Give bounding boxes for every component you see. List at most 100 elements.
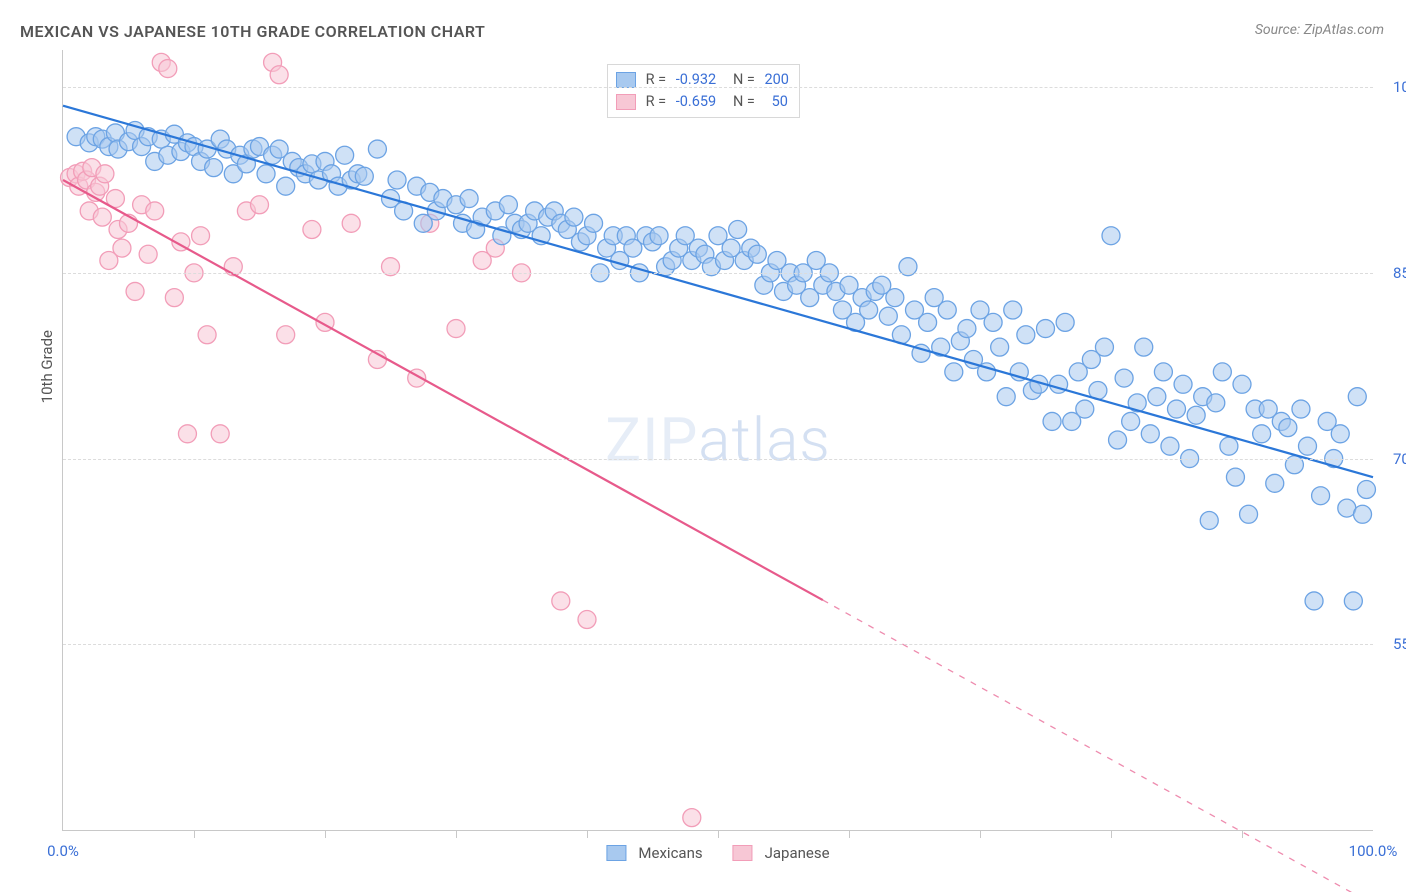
mexicans-point <box>1207 394 1225 412</box>
legend-swatch <box>606 845 626 861</box>
mexicans-point <box>748 245 766 263</box>
mexicans-point <box>1266 474 1284 492</box>
japanese-point <box>211 425 229 443</box>
mexicans-point <box>1357 481 1375 499</box>
mexicans-point <box>1253 425 1271 443</box>
mexicans-point <box>368 140 386 158</box>
mexicans-point <box>1279 419 1297 437</box>
legend-row-japanese: R = -0.659 N = 50 <box>616 91 789 113</box>
japanese-point <box>159 60 177 78</box>
japanese-point <box>126 282 144 300</box>
stats-legend: R = -0.932 N = 200R = -0.659 N = 50 <box>607 64 800 118</box>
x-tick <box>849 830 850 838</box>
r-value: -0.659 <box>676 91 716 113</box>
y-tick-label: 100.0% <box>1379 78 1406 96</box>
x-tick <box>718 830 719 838</box>
n-label: N = <box>722 91 758 113</box>
x-tick-label: 100.0% <box>1349 842 1398 860</box>
mexicans-point <box>565 208 583 226</box>
mexicans-point <box>1141 425 1159 443</box>
gridline <box>63 87 1373 88</box>
bottom-legend-item-japanese: Japanese <box>733 844 830 862</box>
japanese-point <box>165 289 183 307</box>
japanese-trendline <box>63 180 823 600</box>
japanese-point <box>146 202 164 220</box>
mexicans-point <box>1312 487 1330 505</box>
mexicans-point <box>1102 227 1120 245</box>
mexicans-point <box>879 307 897 325</box>
legend-swatch <box>733 845 753 861</box>
mexicans-point <box>938 301 956 319</box>
x-tick <box>1242 830 1243 838</box>
mexicans-point <box>650 227 668 245</box>
x-tick <box>325 830 326 838</box>
japanese-point <box>192 227 210 245</box>
japanese-point <box>683 809 701 827</box>
japanese-point <box>93 208 111 226</box>
mexicans-point <box>945 363 963 381</box>
japanese-point <box>447 320 465 338</box>
mexicans-point <box>1213 363 1231 381</box>
chart-svg <box>63 50 1373 830</box>
mexicans-point <box>460 190 478 208</box>
mexicans-point <box>1122 412 1140 430</box>
mexicans-point <box>1056 313 1074 331</box>
mexicans-point <box>1095 338 1113 356</box>
chart-container: MEXICAN VS JAPANESE 10TH GRADE CORRELATI… <box>0 0 1406 892</box>
mexicans-point <box>1331 425 1349 443</box>
mexicans-point <box>1109 431 1127 449</box>
mexicans-point <box>1344 592 1362 610</box>
mexicans-point <box>1168 400 1186 418</box>
mexicans-point <box>1200 511 1218 529</box>
mexicans-point <box>1043 412 1061 430</box>
y-tick-label: 85.0% <box>1379 264 1406 282</box>
gridline <box>63 273 1373 274</box>
mexicans-point <box>729 221 747 239</box>
japanese-point <box>578 611 596 629</box>
mexicans-point <box>1240 505 1258 523</box>
plot-area: ZIPatlas R = -0.932 N = 200R = -0.659 N … <box>62 50 1373 831</box>
mexicans-point <box>1305 592 1323 610</box>
mexicans-point <box>958 320 976 338</box>
y-axis-label: 10th Grade <box>38 330 56 403</box>
japanese-point <box>178 425 196 443</box>
japanese-point <box>113 239 131 257</box>
mexicans-point <box>919 313 937 331</box>
mexicans-point <box>585 214 603 232</box>
japanese-point <box>303 221 321 239</box>
mexicans-point <box>1037 320 1055 338</box>
japanese-point <box>198 326 216 344</box>
mexicans-point <box>991 338 1009 356</box>
r-label: R = <box>646 91 670 113</box>
mexicans-point <box>1299 437 1317 455</box>
japanese-point <box>96 165 114 183</box>
mexicans-point <box>1348 388 1366 406</box>
mexicans-point <box>984 313 1002 331</box>
legend-swatch <box>616 94 636 110</box>
mexicans-point <box>1161 437 1179 455</box>
bottom-legend: MexicansJapanese <box>606 844 829 862</box>
mexicans-point <box>1148 388 1166 406</box>
mexicans-point <box>205 159 223 177</box>
x-tick <box>587 830 588 838</box>
chart-title: MEXICAN VS JAPANESE 10TH GRADE CORRELATI… <box>20 22 485 41</box>
legend-swatch <box>616 72 636 88</box>
mexicans-point <box>886 289 904 307</box>
mexicans-point <box>860 301 878 319</box>
mexicans-point <box>1226 468 1244 486</box>
mexicans-point <box>1017 326 1035 344</box>
mexicans-point <box>1076 400 1094 418</box>
mexicans-point <box>997 388 1015 406</box>
x-tick <box>1111 830 1112 838</box>
mexicans-point <box>1187 406 1205 424</box>
gridline <box>63 459 1373 460</box>
mexicans-point <box>388 171 406 189</box>
mexicans-point <box>1292 400 1310 418</box>
mexicans-point <box>1135 338 1153 356</box>
mexicans-trendline <box>63 106 1373 477</box>
japanese-point <box>277 326 295 344</box>
x-tick <box>980 830 981 838</box>
mexicans-point <box>1115 369 1133 387</box>
japanese-point <box>139 245 157 263</box>
mexicans-point <box>1174 375 1192 393</box>
